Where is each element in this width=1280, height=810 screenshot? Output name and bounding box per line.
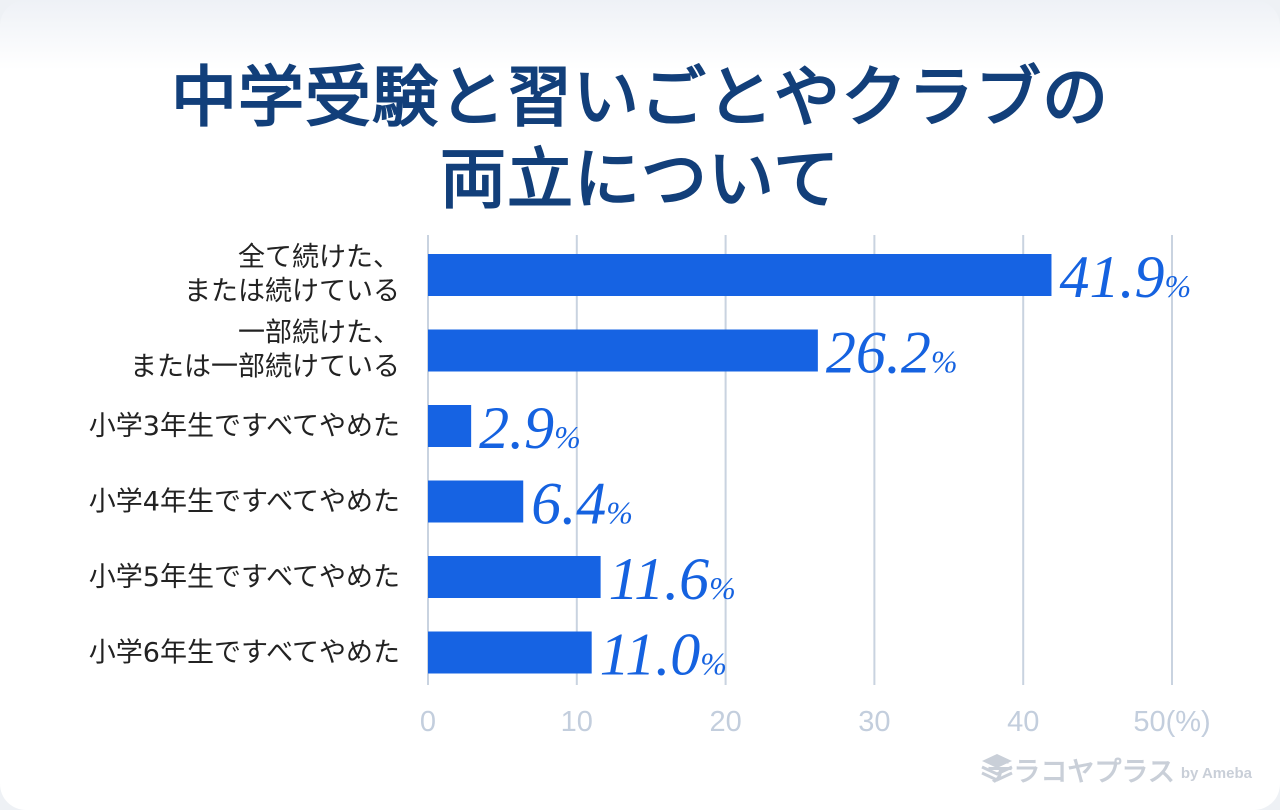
value-suffix: % bbox=[931, 344, 958, 380]
value-suffix: % bbox=[606, 495, 633, 531]
value-suffix: % bbox=[709, 570, 736, 606]
x-tick-label: 30 bbox=[858, 706, 890, 738]
value-label: 41.9% bbox=[1059, 244, 1191, 310]
value-suffix: % bbox=[700, 646, 727, 682]
value-label: 11.6% bbox=[609, 546, 736, 612]
category-label: 一部続けた、 bbox=[238, 318, 400, 349]
x-tick-label: 10 bbox=[561, 706, 593, 738]
value-label: 11.0% bbox=[600, 622, 727, 688]
brand-logo: テラコヤプラス by Ameba bbox=[980, 752, 1252, 788]
category-label: 小学6年生ですべてやめた bbox=[89, 638, 400, 669]
chart-title-line-2: 両立について bbox=[439, 141, 841, 218]
category-label: 小学5年生ですべてやめた bbox=[89, 562, 400, 593]
value-suffix: % bbox=[554, 419, 581, 455]
category-label: 小学4年生ですべてやめた bbox=[89, 487, 400, 518]
category-label: 全て続けた、 bbox=[238, 242, 400, 273]
category-label: または一部続けている bbox=[130, 352, 400, 383]
x-tick-label: 0 bbox=[420, 706, 436, 738]
category-label: または続けている bbox=[184, 276, 400, 307]
bar bbox=[428, 631, 592, 674]
bar bbox=[428, 480, 524, 523]
value-label: 6.4% bbox=[531, 471, 633, 537]
value-label: 2.9% bbox=[479, 395, 581, 461]
x-tick-label: 20 bbox=[709, 706, 741, 738]
chart-title-line-1: 中学受験と習いごとやクラブの bbox=[171, 59, 1109, 136]
bar bbox=[428, 405, 472, 447]
value-suffix: % bbox=[1164, 268, 1191, 304]
brand-logo-text: テラコヤプラス bbox=[986, 756, 1175, 788]
brand-logo-by: by Ameba bbox=[1180, 764, 1252, 782]
x-tick-label: 50(%) bbox=[1133, 706, 1210, 738]
bar bbox=[428, 254, 1052, 296]
category-label: 小学3年生ですべてやめた bbox=[89, 411, 400, 442]
bar bbox=[428, 329, 818, 372]
bar bbox=[428, 556, 601, 598]
x-tick-label: 40 bbox=[1007, 706, 1039, 738]
value-label: 26.2% bbox=[826, 320, 958, 386]
